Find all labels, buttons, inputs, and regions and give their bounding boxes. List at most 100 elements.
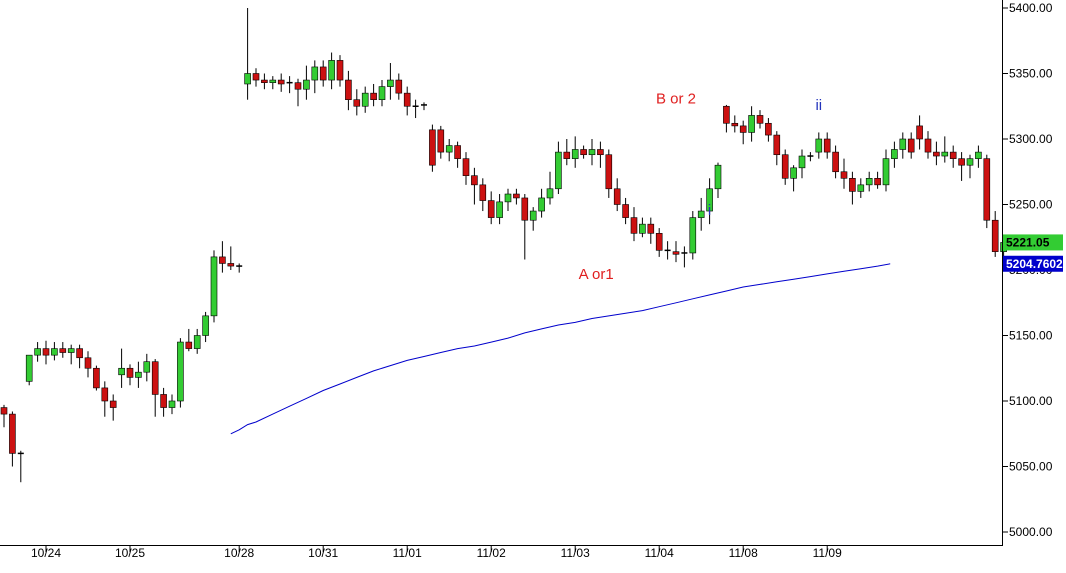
candle xyxy=(874,171,881,189)
candle xyxy=(25,354,33,386)
candle xyxy=(84,351,92,378)
candle xyxy=(622,197,629,225)
candle xyxy=(588,139,596,166)
candle-body xyxy=(546,188,554,199)
candle xyxy=(445,139,453,162)
date-tick-label: 10/24 xyxy=(31,546,61,560)
candle-body xyxy=(118,367,125,376)
price-badges: 5221.05 5204.7602 xyxy=(1003,234,1063,272)
candle xyxy=(269,76,277,90)
candle-body xyxy=(933,151,940,157)
candle-body xyxy=(437,129,445,153)
candle xyxy=(101,381,109,417)
candle xyxy=(731,115,739,133)
candle xyxy=(714,162,722,198)
candle-body xyxy=(277,79,285,85)
candle-body xyxy=(9,413,16,454)
candle-body xyxy=(135,371,142,378)
candle-body xyxy=(227,263,235,267)
candle-body xyxy=(84,357,92,369)
date-tick-label: 11/03 xyxy=(561,546,590,560)
candle-body xyxy=(874,178,881,186)
candle xyxy=(487,191,495,225)
candle xyxy=(126,364,134,386)
candle xyxy=(639,217,646,238)
candle xyxy=(403,86,411,116)
candle-body xyxy=(823,138,831,153)
candle xyxy=(143,353,151,382)
candle-body xyxy=(67,348,75,353)
candle-body xyxy=(672,251,680,255)
candle xyxy=(353,89,361,116)
candle-body xyxy=(378,86,386,100)
candle xyxy=(429,124,436,172)
candle xyxy=(756,110,764,129)
candle-body xyxy=(521,197,529,221)
candle-body xyxy=(571,149,579,159)
candle-body xyxy=(840,171,848,179)
candle xyxy=(689,211,697,260)
candle xyxy=(395,73,403,100)
candle-body xyxy=(949,151,957,159)
candle xyxy=(723,104,730,133)
candle-body xyxy=(983,158,991,221)
candle-body xyxy=(151,361,159,395)
candle xyxy=(672,241,680,263)
candle xyxy=(109,394,117,421)
candle xyxy=(571,136,579,168)
candle-body xyxy=(647,223,655,234)
candle-body xyxy=(966,158,974,166)
candle xyxy=(168,394,176,415)
candle xyxy=(563,139,571,166)
candle xyxy=(319,60,327,87)
candle xyxy=(160,387,167,417)
candle xyxy=(832,145,839,179)
candle-body xyxy=(487,200,495,218)
candle xyxy=(966,154,974,179)
candle xyxy=(865,171,873,192)
date-tick-label: 10/28 xyxy=(224,546,254,560)
candle-body xyxy=(630,217,638,234)
candle-body xyxy=(361,92,369,107)
candle-body xyxy=(185,341,193,349)
candle xyxy=(647,217,655,244)
candle xyxy=(613,178,621,212)
candle xyxy=(421,102,427,111)
candle xyxy=(244,8,251,100)
candle-body xyxy=(865,178,873,186)
candle-body xyxy=(891,149,898,159)
candle-body xyxy=(588,149,596,156)
candle xyxy=(907,132,915,159)
candle xyxy=(76,344,83,369)
candle-body xyxy=(353,99,361,107)
candle xyxy=(93,365,100,391)
moving-average-line xyxy=(230,263,891,435)
candle-body xyxy=(513,193,520,199)
candle-body xyxy=(538,197,545,212)
date-tick-label: 11/04 xyxy=(645,546,674,560)
candle xyxy=(899,132,907,159)
candle xyxy=(949,145,957,168)
candle-body xyxy=(504,193,512,203)
candle-body xyxy=(252,73,260,81)
candle-body xyxy=(219,256,226,264)
candle-body xyxy=(193,335,201,349)
candle xyxy=(496,194,503,225)
candle-body xyxy=(168,400,176,408)
candle-body xyxy=(51,348,58,356)
candle-body xyxy=(244,73,251,85)
average-line-group xyxy=(230,263,891,435)
candle-body xyxy=(832,151,839,173)
candle xyxy=(118,348,125,388)
candle xyxy=(378,80,386,107)
price-tick-label: 5000.00 xyxy=(1009,525,1053,539)
candle xyxy=(529,207,537,231)
candle-body xyxy=(706,188,713,212)
candle-body xyxy=(731,122,739,127)
candle xyxy=(9,411,16,467)
candle xyxy=(336,55,344,87)
candle-body xyxy=(462,158,470,176)
candle-body xyxy=(781,154,789,179)
